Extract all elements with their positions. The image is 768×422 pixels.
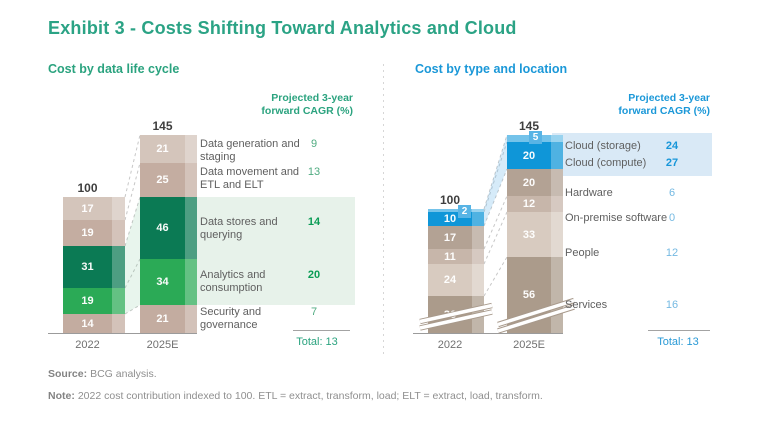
- left-total-label: Total: 13: [296, 336, 338, 348]
- bar-segment: 11: [428, 249, 484, 264]
- cagr-value: 9: [310, 138, 318, 150]
- bar-segment: 31: [63, 246, 125, 288]
- bar-segment: 14: [63, 314, 125, 333]
- right-chart-title: Cost by type and location: [415, 62, 568, 76]
- bar-segment: 24: [428, 264, 484, 296]
- bar-segment: 12: [507, 196, 563, 212]
- bar-segment-value: 56: [522, 289, 536, 301]
- bar-segment-value: 31: [81, 261, 94, 273]
- footnote: Note: 2022 cost contribution indexed to 1…: [48, 390, 543, 402]
- legend-row-label: Data movement and ETL and ELT: [200, 166, 300, 191]
- bar-segment: 17: [428, 226, 484, 249]
- bar-total-label: 145: [518, 119, 540, 133]
- bar-segment: 19: [63, 288, 125, 314]
- bar-total-label: 145: [152, 119, 173, 133]
- left-chart-title: Cost by data life cycle: [48, 62, 180, 76]
- highlight-band: [552, 133, 712, 176]
- bar-segment-value: 11: [444, 250, 456, 263]
- bar-total-label: 100: [77, 181, 98, 195]
- left-cagr-header: Projected 3-year forward CAGR (%): [261, 92, 353, 117]
- axis-category-label: 2025E: [146, 339, 179, 351]
- cagr-value: 0: [668, 212, 676, 224]
- axis-category-label: 2025E: [513, 339, 545, 351]
- callout-value-tab: 5: [529, 131, 542, 144]
- legend-row-label: Cloud (storage): [565, 140, 641, 152]
- legend-row-label: Analytics and consumption: [200, 269, 266, 294]
- legend-row-label: Hardware: [565, 187, 613, 199]
- legend-row-label: On-premise software: [565, 212, 668, 224]
- legend-row-label: Cloud (compute): [565, 157, 647, 169]
- bar-segment: 46: [140, 197, 197, 259]
- cagr-value: 27: [665, 157, 679, 169]
- source-label: Source:: [48, 368, 88, 380]
- bar-segment: 17: [63, 197, 125, 220]
- legend-row-label: Data stores and querying: [200, 216, 278, 241]
- cagr-value: 12: [665, 247, 679, 259]
- right-cagr-header: Projected 3-year forward CAGR (%): [618, 92, 710, 117]
- bar-segment-value: 20: [522, 176, 536, 189]
- bar-segment: 25: [140, 163, 197, 197]
- bar-segment-value: 12: [522, 198, 536, 210]
- bar-segment-value: 24: [443, 274, 457, 286]
- bar-segment-value: 17: [81, 202, 94, 215]
- cagr-value: 16: [665, 299, 679, 311]
- bar-segment: 20: [507, 142, 563, 169]
- callout-value-tab: 2: [458, 205, 471, 218]
- page-title: Exhibit 3 - Costs Shifting Toward Analyt…: [48, 18, 517, 38]
- bar-segment: 34: [140, 259, 197, 305]
- cagr-value: 13: [307, 166, 321, 178]
- cagr-value: 24: [665, 140, 679, 152]
- right-total-divider: [648, 330, 710, 331]
- bar-segment-value: 33: [522, 228, 536, 241]
- bar-segment-value: 34: [156, 276, 169, 288]
- bar-segment-value: 46: [156, 222, 169, 234]
- right-total-label: Total: 13: [657, 336, 699, 348]
- bar-segment-value: 17: [443, 231, 457, 244]
- bar-segment-value: 25: [156, 174, 169, 186]
- cagr-value: 14: [307, 216, 321, 228]
- legend-row-label: Services: [565, 299, 608, 311]
- bar-segment: 21: [140, 305, 197, 333]
- cagr-value: 6: [668, 187, 676, 199]
- legend-row-label: Data generation and staging: [200, 138, 300, 163]
- axis-category-label: 2022: [437, 339, 463, 351]
- cagr-value: 7: [310, 306, 318, 318]
- note-label: Note:: [48, 390, 75, 402]
- bar-segment-value: 10: [443, 213, 457, 225]
- cagr-value: 20: [307, 269, 321, 281]
- stacked-bar-2022: 17 19 31 19 14: [63, 197, 125, 333]
- bar-segment-value: 19: [81, 227, 94, 239]
- bar-segment-value: 14: [81, 317, 94, 330]
- source-note: Source: BCG analysis.: [48, 368, 157, 380]
- bar-segment: [428, 209, 484, 212]
- axis-category-label: 2022: [75, 339, 100, 351]
- bar-segment-value: 20: [522, 149, 536, 162]
- bar-segment: 20: [507, 169, 563, 196]
- bar-segment: 19: [63, 220, 125, 246]
- bar-total-label: 100: [439, 193, 461, 207]
- legend-row-label: Security and governance: [200, 306, 262, 331]
- bar-segment-value: 21: [156, 143, 169, 155]
- legend-row-label: People: [565, 247, 600, 259]
- chart-divider: [383, 64, 384, 356]
- bar-segment-value: 21: [156, 313, 169, 325]
- bar-segment: 21: [140, 135, 197, 163]
- bar-segment-value: 19: [81, 295, 94, 307]
- bar-segment: 33: [507, 212, 563, 257]
- highlight-band: [192, 197, 355, 305]
- left-total-divider: [293, 330, 350, 331]
